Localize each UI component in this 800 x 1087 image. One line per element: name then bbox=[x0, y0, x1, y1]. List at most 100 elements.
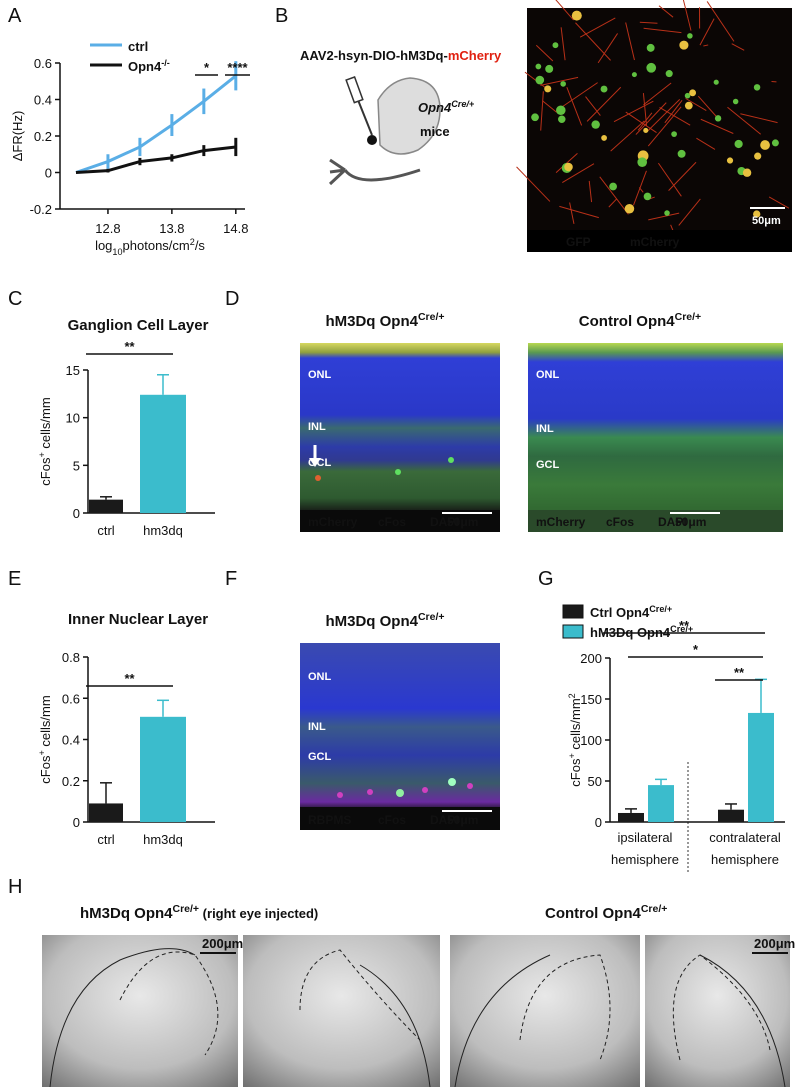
image-title-part: Cre/+ bbox=[418, 311, 445, 323]
series-line bbox=[75, 145, 236, 174]
cell bbox=[643, 127, 649, 133]
neurite bbox=[647, 99, 681, 132]
bar bbox=[718, 809, 744, 822]
x-tick-label: hm3dq bbox=[143, 523, 183, 538]
significance-label: ** bbox=[679, 618, 690, 633]
neurite bbox=[613, 100, 654, 123]
stain-label: RBPMS bbox=[308, 813, 351, 827]
label-strip bbox=[300, 807, 500, 830]
label-strip bbox=[300, 510, 500, 532]
bar bbox=[748, 712, 774, 822]
cell bbox=[545, 64, 554, 73]
image-title: hM3Dq Opn4Cre/+ (right eye injected) bbox=[80, 903, 318, 922]
neurite bbox=[703, 44, 709, 47]
y-axis-label: cFos+ cells/mm bbox=[37, 397, 53, 485]
neurite bbox=[682, 0, 692, 31]
cell bbox=[671, 131, 677, 137]
mouse-label-part: Opn4 bbox=[418, 100, 452, 115]
layer-label: GCL bbox=[308, 457, 332, 469]
layer-label: GCL bbox=[308, 751, 332, 763]
x-tick-label: hemisphere bbox=[711, 852, 779, 867]
stain-label: mCherry bbox=[308, 515, 358, 529]
cell bbox=[552, 42, 559, 49]
cell bbox=[591, 120, 600, 129]
y-tick-label: 0 bbox=[45, 166, 52, 181]
neurite bbox=[562, 163, 595, 183]
legend-label: hM3Dq Opn4Cre/+ bbox=[590, 624, 693, 640]
panel-letter: F bbox=[225, 568, 237, 590]
y-tick-label: 0.8 bbox=[62, 650, 80, 665]
neurite bbox=[643, 82, 672, 106]
label-strip bbox=[528, 510, 783, 532]
y-axis-label-part: cells/mm bbox=[568, 698, 583, 753]
retina-image bbox=[528, 343, 783, 532]
image-title-part: Control Opn4 bbox=[545, 905, 641, 922]
neurite bbox=[740, 113, 778, 124]
neurite bbox=[643, 27, 682, 34]
y-tick-label: 0 bbox=[595, 815, 602, 830]
cell bbox=[732, 98, 739, 105]
neurite bbox=[540, 91, 544, 131]
cell bbox=[687, 33, 693, 39]
y-axis-label-part: cells/mm bbox=[38, 695, 53, 750]
neurite bbox=[610, 120, 645, 152]
y-tick-label: 0.6 bbox=[62, 691, 80, 706]
cell bbox=[535, 63, 542, 70]
legend-label: Ctrl Opn4Cre/+ bbox=[590, 604, 672, 620]
y-tick-label: 0.2 bbox=[62, 774, 80, 789]
cell bbox=[734, 139, 743, 149]
stain-label: cFos bbox=[606, 515, 634, 529]
cell bbox=[753, 84, 761, 91]
cells bbox=[337, 778, 473, 798]
panel-letter: B bbox=[275, 5, 288, 27]
image-title-part: Control Opn4 bbox=[579, 313, 675, 330]
cell bbox=[760, 140, 770, 150]
x-tick-label: ctrl bbox=[97, 523, 114, 538]
legend-label-part: -/- bbox=[161, 58, 170, 68]
legend-label-part: Cre/+ bbox=[649, 604, 672, 614]
neurite bbox=[706, 1, 735, 42]
panel-letter: G bbox=[538, 568, 554, 590]
cell bbox=[689, 89, 697, 97]
layer-label: INL bbox=[536, 423, 554, 435]
eye-schematic bbox=[328, 76, 441, 186]
cell bbox=[631, 72, 637, 78]
neurite bbox=[647, 106, 682, 147]
cell bbox=[742, 168, 752, 177]
cell bbox=[600, 85, 608, 93]
panel-letter: H bbox=[8, 876, 22, 898]
chart-title: Ganglion Cell Layer bbox=[68, 317, 209, 334]
cell bbox=[753, 210, 761, 218]
image-title-part: hM3Dq Opn4 bbox=[325, 313, 418, 330]
y-axis-label: ΔFR(Hz) bbox=[10, 111, 25, 162]
cell bbox=[677, 149, 686, 158]
retina-image bbox=[300, 343, 500, 532]
cells bbox=[315, 457, 454, 481]
micrograph-cells bbox=[516, 0, 790, 252]
stain-label: mCherry bbox=[536, 515, 586, 529]
y-tick-label: 100 bbox=[580, 733, 602, 748]
mouse-label-part: Cre/+ bbox=[451, 99, 475, 109]
significance-label: ** bbox=[734, 665, 745, 680]
neurite bbox=[768, 196, 790, 209]
significance-label: ** bbox=[124, 339, 135, 354]
y-tick-label: 0.6 bbox=[34, 56, 52, 71]
y-axis-label-part: cFos bbox=[38, 755, 53, 784]
neurite bbox=[697, 95, 719, 120]
image-title: Control Opn4Cre/+ bbox=[545, 903, 667, 922]
cell bbox=[609, 182, 617, 191]
scale-label: 200μm bbox=[202, 936, 243, 951]
neurite bbox=[535, 44, 554, 62]
y-axis-label-part: + bbox=[567, 753, 577, 758]
cell bbox=[564, 162, 573, 172]
image-title-part: Cre/+ bbox=[675, 311, 702, 323]
y-tick-label: 0 bbox=[73, 506, 80, 521]
brain-sections bbox=[42, 935, 790, 1087]
legend-label-part: Cre/+ bbox=[670, 624, 693, 634]
neurite bbox=[541, 100, 558, 113]
image-title-part: Cre/+ bbox=[418, 611, 445, 623]
cell bbox=[535, 75, 545, 85]
cell bbox=[771, 139, 779, 147]
cell bbox=[556, 105, 566, 115]
cell bbox=[560, 81, 566, 87]
